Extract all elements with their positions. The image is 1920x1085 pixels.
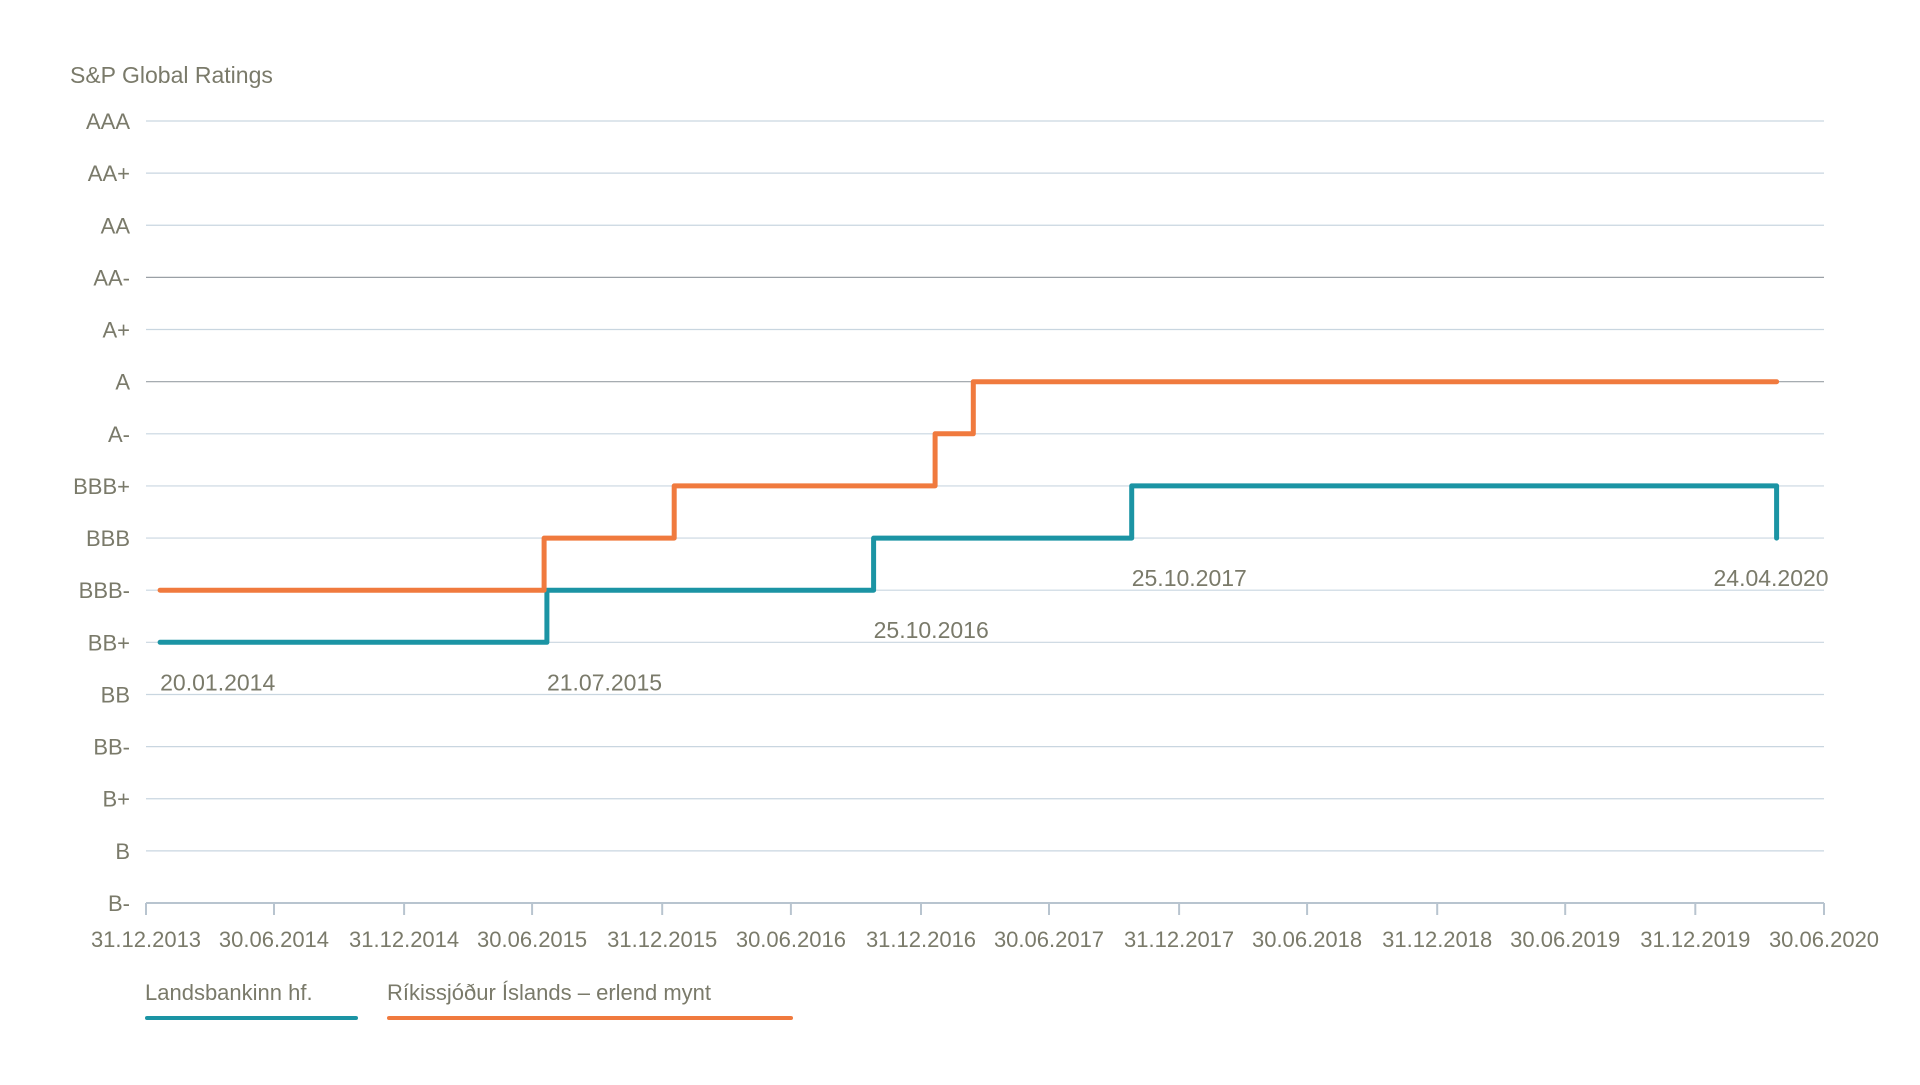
x-tick-label-7: 30.06.2017 [994, 927, 1104, 952]
x-tick-label-8: 31.12.2017 [1124, 927, 1234, 952]
legend-swatch-landsbankinn [145, 1016, 358, 1020]
series-line-1 [157, 379, 1780, 593]
y-tick-label-a: A [115, 370, 130, 395]
legend-label-landsbankinn: Landsbankinn hf. [145, 980, 313, 1005]
date-annotation-2: 25.10.2016 [874, 617, 989, 643]
y-tick-label-aaa: AAA [86, 109, 130, 134]
x-axis: 31.12.2013 30.06.2014 31.12.2014 30.06.2015… [91, 903, 1879, 952]
x-tick-label-1: 30.06.2014 [219, 927, 329, 952]
y-tick-label-b: B [115, 839, 130, 864]
x-tick-label-12: 31.12.2019 [1640, 927, 1750, 952]
y-tick-label-bbb-minus: BBB- [79, 578, 130, 603]
legend-label-rikissjodur: Ríkissjóður Íslands – erlend mynt [387, 980, 712, 1005]
legend-item-landsbankinn: Landsbankinn hf. [145, 980, 358, 1020]
y-tick-label-aa-plus: AA+ [88, 161, 130, 186]
y-tick-label-bb-minus: BB- [93, 735, 130, 760]
y-tick-label-bbb-plus: BBB+ [73, 474, 130, 499]
x-tick-label-2: 31.12.2014 [349, 927, 459, 952]
series-line-0 [157, 483, 1780, 645]
y-tick-label-aa-minus: AA- [93, 265, 130, 290]
y-tick-label-bb: BB [101, 682, 130, 707]
series-lines [157, 379, 1780, 645]
date-annotation-1: 21.07.2015 [547, 669, 662, 695]
grid-lines [146, 120, 1824, 904]
y-tick-label-aa: AA [101, 213, 131, 238]
y-tick-label-a-minus: A- [108, 422, 130, 447]
x-tick-label-6: 31.12.2016 [866, 927, 976, 952]
x-tick-label-0: 31.12.2013 [91, 927, 201, 952]
date-annotations: 20.01.2014 21.07.2015 25.10.2016 25.10.2017… [160, 565, 1828, 695]
x-tick-label-9: 30.06.2018 [1252, 927, 1362, 952]
chart-title: S&P Global Ratings [70, 62, 273, 88]
date-annotation-0: 20.01.2014 [160, 669, 275, 695]
y-tick-label-b-minus: B- [108, 891, 130, 916]
date-annotation-4: 24.04.2020 [1713, 565, 1828, 591]
x-tick-label-11: 30.06.2019 [1510, 927, 1620, 952]
x-tick-label-13: 30.06.2020 [1769, 927, 1879, 952]
y-tick-label-bb-plus: BB+ [88, 630, 130, 655]
x-tick-label-10: 31.12.2018 [1382, 927, 1492, 952]
y-tick-label-bbb: BBB [86, 526, 130, 551]
legend-item-rikissjodur: Ríkissjóður Íslands – erlend mynt [387, 980, 793, 1020]
date-annotation-3: 25.10.2017 [1132, 565, 1247, 591]
y-tick-label-a-plus: A+ [102, 318, 130, 343]
y-tick-label-b-plus: B+ [102, 787, 130, 812]
x-tick-label-3: 30.06.2015 [477, 927, 587, 952]
x-tick-label-5: 30.06.2016 [736, 927, 846, 952]
legend-swatch-rikissjodur [387, 1016, 793, 1020]
x-tick-label-4: 31.12.2015 [607, 927, 717, 952]
